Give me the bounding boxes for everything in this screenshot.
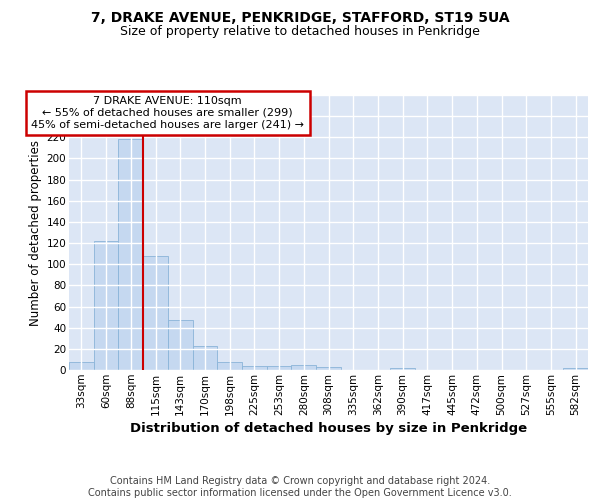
Bar xyxy=(267,366,292,370)
Bar xyxy=(242,366,267,370)
Bar xyxy=(143,256,168,370)
X-axis label: Distribution of detached houses by size in Penkridge: Distribution of detached houses by size … xyxy=(130,422,527,435)
Bar xyxy=(390,368,415,370)
Bar xyxy=(316,367,341,370)
Bar xyxy=(118,140,143,370)
Text: Contains HM Land Registry data © Crown copyright and database right 2024.
Contai: Contains HM Land Registry data © Crown c… xyxy=(88,476,512,498)
Text: Size of property relative to detached houses in Penkridge: Size of property relative to detached ho… xyxy=(120,25,480,38)
Bar xyxy=(292,364,316,370)
Bar xyxy=(217,362,242,370)
Bar xyxy=(563,368,588,370)
Text: 7, DRAKE AVENUE, PENKRIDGE, STAFFORD, ST19 5UA: 7, DRAKE AVENUE, PENKRIDGE, STAFFORD, ST… xyxy=(91,11,509,25)
Bar xyxy=(193,346,217,370)
Bar xyxy=(69,362,94,370)
Bar xyxy=(168,320,193,370)
Text: 7 DRAKE AVENUE: 110sqm
← 55% of detached houses are smaller (299)
45% of semi-de: 7 DRAKE AVENUE: 110sqm ← 55% of detached… xyxy=(31,96,304,130)
Bar xyxy=(94,241,118,370)
Y-axis label: Number of detached properties: Number of detached properties xyxy=(29,140,43,326)
